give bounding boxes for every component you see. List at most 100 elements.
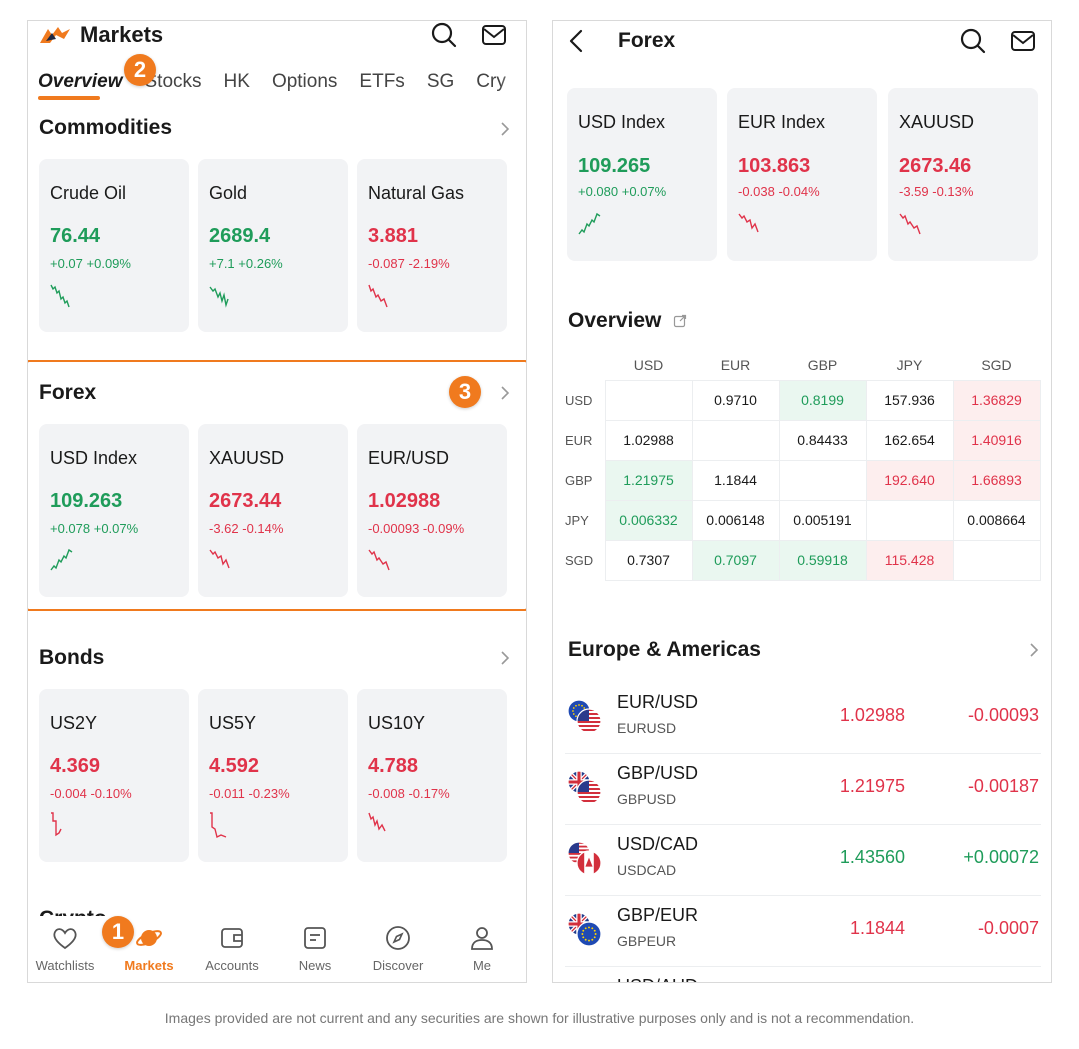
index-card-usd-index[interactable]: USD Index 109.265 +0.080 +0.07% — [567, 88, 717, 261]
mail-icon[interactable] — [1009, 27, 1037, 55]
matrix-row: GBP 1.21975 1.1844 192.640 1.66893 — [558, 459, 1041, 501]
fx-pair-row[interactable]: USD/AUD — [565, 967, 1041, 982]
tab-hk[interactable]: HK — [223, 71, 250, 92]
fx-pair-row[interactable]: EUR/USD EURUSD 1.02988 -0.00093 — [565, 683, 1041, 754]
tab-sg[interactable]: SG — [426, 71, 455, 92]
matrix-cell[interactable]: 1.21975 — [604, 459, 693, 501]
matrix-cell[interactable]: 1.66893 — [952, 459, 1041, 501]
forex-chevron-right-icon[interactable] — [498, 384, 512, 402]
fx-pair-code: GBPUSD — [617, 791, 677, 807]
fx-pair-row[interactable]: GBP/EUR GBPEUR 1.1844 -0.0007 — [565, 896, 1041, 967]
fx-price: 1.1844 — [849, 918, 905, 938]
sparkline-icon — [50, 548, 73, 571]
matrix-cell[interactable] — [691, 419, 780, 461]
nav-markets[interactable]: Markets — [109, 924, 189, 973]
fx-change: +0.00072 — [963, 847, 1039, 867]
search-icon[interactable] — [430, 21, 458, 49]
sparkline-icon — [51, 812, 62, 837]
sparkline-icon — [578, 212, 601, 235]
tab-etfs[interactable]: ETFs — [359, 71, 405, 92]
forex-card-eur-usd[interactable]: EUR/USD 1.02988 -0.00093 -0.09% — [357, 424, 507, 597]
nav-label: Markets — [124, 958, 174, 973]
card-name: EUR/USD — [368, 448, 450, 468]
index-card-eur-index[interactable]: EUR Index 103.863 -0.038 -0.04% — [727, 88, 877, 261]
card-price: 4.369 — [50, 755, 101, 777]
matrix-cell[interactable]: 0.006148 — [691, 499, 780, 541]
bottom-nav: Watchlists Markets Accounts News Discove… — [28, 916, 526, 982]
matrix-cell[interactable]: 0.59918 — [778, 539, 867, 581]
matrix-cell[interactable]: 115.428 — [865, 539, 954, 581]
matrix-cell[interactable]: 0.006332 — [604, 499, 693, 541]
card-name: US2Y — [50, 713, 98, 733]
nav-me[interactable]: Me — [442, 924, 522, 973]
app-logo-icon — [40, 27, 70, 43]
card-price: 4.788 — [368, 755, 419, 777]
matrix-cell[interactable]: 1.40916 — [952, 419, 1041, 461]
matrix-cell[interactable]: 192.640 — [865, 459, 954, 501]
fx-change: -0.00187 — [967, 776, 1039, 796]
gb-us-flag-icon — [567, 770, 602, 805]
matrix-cell[interactable] — [952, 539, 1041, 581]
fx-pair-name: USD/CAD — [617, 834, 699, 854]
matrix-cell[interactable]: 1.02988 — [604, 419, 693, 461]
card-change: -0.004 -0.10% — [50, 786, 132, 801]
mail-icon[interactable] — [480, 21, 508, 49]
heart-icon — [53, 928, 77, 950]
tab-overview[interactable]: Overview — [38, 71, 123, 100]
fx-pair-row[interactable]: USD/CAD USDCAD 1.43560 +0.00072 — [565, 825, 1041, 896]
matrix-cell[interactable]: 0.8199 — [778, 379, 867, 421]
matrix-cell[interactable] — [865, 499, 954, 541]
matrix-cell[interactable]: 1.1844 — [691, 459, 780, 501]
bonds-chevron-right-icon[interactable] — [498, 649, 512, 667]
forex-card-usd-index[interactable]: USD Index 109.263 +0.078 +0.07% — [39, 424, 189, 597]
commodity-card-crude-oil[interactable]: Crude Oil 76.44 +0.07 +0.09% — [39, 159, 189, 332]
card-name: Crude Oil — [50, 183, 127, 203]
forex-card-xauusd[interactable]: XAUUSD 2673.44 -3.62 -0.14% — [198, 424, 348, 597]
matrix-cell[interactable]: 0.7307 — [604, 539, 693, 581]
nav-discover[interactable]: Discover — [358, 924, 438, 973]
nav-news[interactable]: News — [275, 924, 355, 973]
news-icon — [304, 927, 326, 949]
commodity-card-natural-gas[interactable]: Natural Gas 3.881 -0.087 -2.19% — [357, 159, 507, 332]
markets-header: Markets — [38, 21, 163, 49]
matrix-cell[interactable]: 0.84433 — [778, 419, 867, 461]
sparkline-icon — [50, 284, 70, 308]
matrix-col-header: USD — [633, 357, 664, 374]
matrix-cell[interactable]: 162.654 — [865, 419, 954, 461]
search-icon[interactable] — [959, 27, 987, 55]
sparkline-icon — [209, 549, 230, 569]
matrix-cell[interactable]: 157.936 — [865, 379, 954, 421]
matrix-cell[interactable] — [604, 379, 693, 421]
card-name: USD Index — [50, 448, 138, 468]
bond-card-us2y[interactable]: US2Y 4.369 -0.004 -0.10% — [39, 689, 189, 862]
commodities-chevron-right-icon[interactable] — [498, 120, 512, 138]
matrix-col-header: EUR — [720, 357, 751, 374]
bond-card-us5y[interactable]: US5Y 4.592 -0.011 -0.23% — [198, 689, 348, 862]
tab-crypto[interactable]: Cry — [476, 71, 506, 92]
back-chevron-icon[interactable] — [563, 27, 591, 55]
commodity-card-gold[interactable]: Gold 2689.4 +7.1 +0.26% — [198, 159, 348, 332]
sparkline-icon — [368, 549, 390, 571]
bond-card-us10y[interactable]: US10Y 4.788 -0.008 -0.17% — [357, 689, 507, 862]
fx-pair-name: EUR/USD — [617, 692, 699, 712]
tab-options[interactable]: Options — [271, 71, 338, 92]
card-name: Gold — [209, 183, 248, 203]
matrix-cell[interactable]: 0.005191 — [778, 499, 867, 541]
tab-stocks[interactable]: Stocks — [144, 71, 202, 92]
share-icon[interactable] — [673, 314, 687, 328]
fx-pair-row[interactable]: GBP/USD GBPUSD 1.21975 -0.00187 — [565, 754, 1041, 825]
page-title: Forex — [618, 29, 676, 52]
nav-watchlists[interactable]: Watchlists — [28, 924, 105, 973]
europe-americas-chevron-right-icon[interactable] — [1027, 641, 1041, 659]
card-change: -0.00093 -0.09% — [368, 521, 465, 536]
matrix-cell[interactable] — [778, 459, 867, 501]
card-change: -0.011 -0.23% — [209, 786, 290, 801]
matrix-cell[interactable]: 0.7097 — [691, 539, 780, 581]
nav-label: Watchlists — [35, 958, 95, 973]
index-card-xauusd[interactable]: XAUUSD 2673.46 -3.59 -0.13% — [888, 88, 1038, 261]
matrix-cell[interactable]: 0.008664 — [952, 499, 1041, 541]
card-change: +0.080 +0.07% — [578, 184, 667, 199]
matrix-cell[interactable]: 1.36829 — [952, 379, 1041, 421]
nav-accounts[interactable]: Accounts — [192, 924, 272, 973]
matrix-cell[interactable]: 0.9710 — [691, 379, 780, 421]
